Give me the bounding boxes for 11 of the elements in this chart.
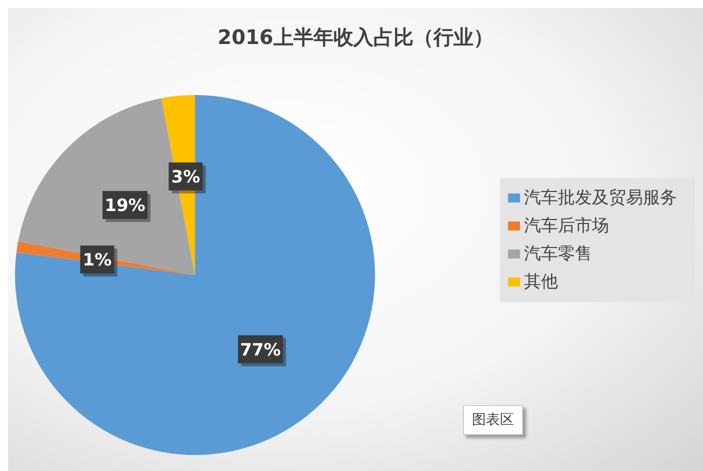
legend-label: 其他 xyxy=(524,272,558,292)
legend-label: 汽车后市场 xyxy=(524,216,609,236)
pie-slice xyxy=(15,95,375,455)
data-label: 1% xyxy=(82,250,112,271)
legend-label: 汽车批发及贸易服务 xyxy=(524,188,677,208)
data-label: 3% xyxy=(171,167,200,188)
data-label: 77% xyxy=(240,340,281,360)
chart-title: 2016上半年收入占比（行业） xyxy=(216,24,494,51)
legend-label: 汽车零售 xyxy=(524,244,592,264)
text: 图表区 xyxy=(463,405,523,435)
data-label: 19% xyxy=(104,196,146,216)
